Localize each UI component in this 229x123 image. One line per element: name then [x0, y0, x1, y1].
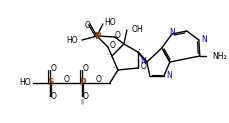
Text: O: O	[114, 31, 120, 39]
Text: O: O	[109, 40, 115, 50]
Text: O: O	[140, 62, 146, 71]
Text: N: N	[168, 28, 174, 37]
Text: OH: OH	[131, 24, 143, 34]
Text: O: O	[95, 76, 101, 85]
Text: O: O	[64, 76, 70, 85]
Text: ||: ||	[80, 98, 84, 104]
Text: P: P	[94, 31, 101, 40]
Text: O: O	[83, 92, 88, 101]
Text: ·: ·	[138, 45, 141, 55]
Text: P: P	[79, 78, 86, 87]
Text: NH₂: NH₂	[211, 52, 226, 61]
Text: O: O	[83, 64, 88, 74]
Text: O: O	[85, 21, 90, 30]
Text: N: N	[165, 71, 171, 80]
Text: O: O	[51, 92, 57, 101]
Text: ···: ···	[106, 53, 111, 58]
Text: HO: HO	[104, 18, 115, 27]
Text: ···: ···	[112, 65, 117, 70]
Text: S: S	[47, 78, 54, 87]
Text: HO: HO	[66, 36, 78, 45]
Text: HO: HO	[19, 78, 31, 87]
Text: O: O	[51, 64, 57, 74]
Text: N: N	[200, 35, 206, 44]
Text: N: N	[139, 57, 145, 67]
